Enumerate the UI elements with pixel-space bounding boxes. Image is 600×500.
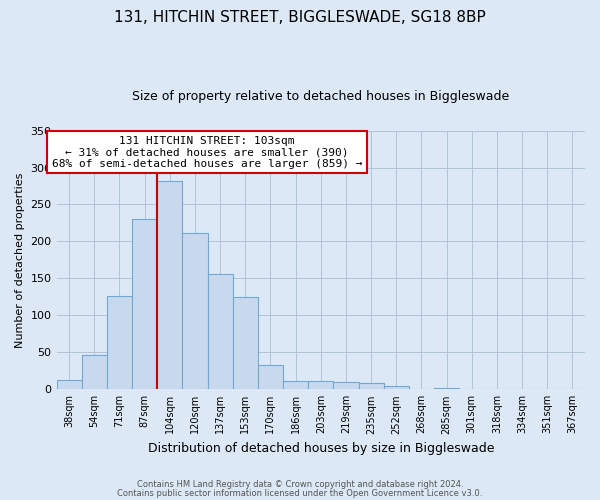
Bar [208,274,233,390]
Text: 131, HITCHIN STREET, BIGGLESWADE, SG18 8BP: 131, HITCHIN STREET, BIGGLESWADE, SG18 8… [114,10,486,25]
Bar [359,384,383,390]
Text: Contains public sector information licensed under the Open Government Licence v3: Contains public sector information licen… [118,490,482,498]
Bar [82,356,107,390]
Title: Size of property relative to detached houses in Biggleswade: Size of property relative to detached ho… [132,90,509,103]
Y-axis label: Number of detached properties: Number of detached properties [15,172,25,348]
Bar [334,382,359,390]
Bar [283,381,308,390]
Text: 131 HITCHIN STREET: 103sqm
← 31% of detached houses are smaller (390)
68% of sem: 131 HITCHIN STREET: 103sqm ← 31% of deta… [52,136,362,169]
Text: Contains HM Land Registry data © Crown copyright and database right 2024.: Contains HM Land Registry data © Crown c… [137,480,463,489]
X-axis label: Distribution of detached houses by size in Biggleswade: Distribution of detached houses by size … [148,442,494,455]
Bar [182,232,208,390]
Bar [107,296,132,390]
Bar [258,365,283,390]
Bar [56,380,82,390]
Bar [308,381,334,390]
Bar [132,218,157,390]
Bar [383,386,409,390]
Bar [434,388,459,390]
Bar [233,297,258,390]
Bar [157,181,182,390]
